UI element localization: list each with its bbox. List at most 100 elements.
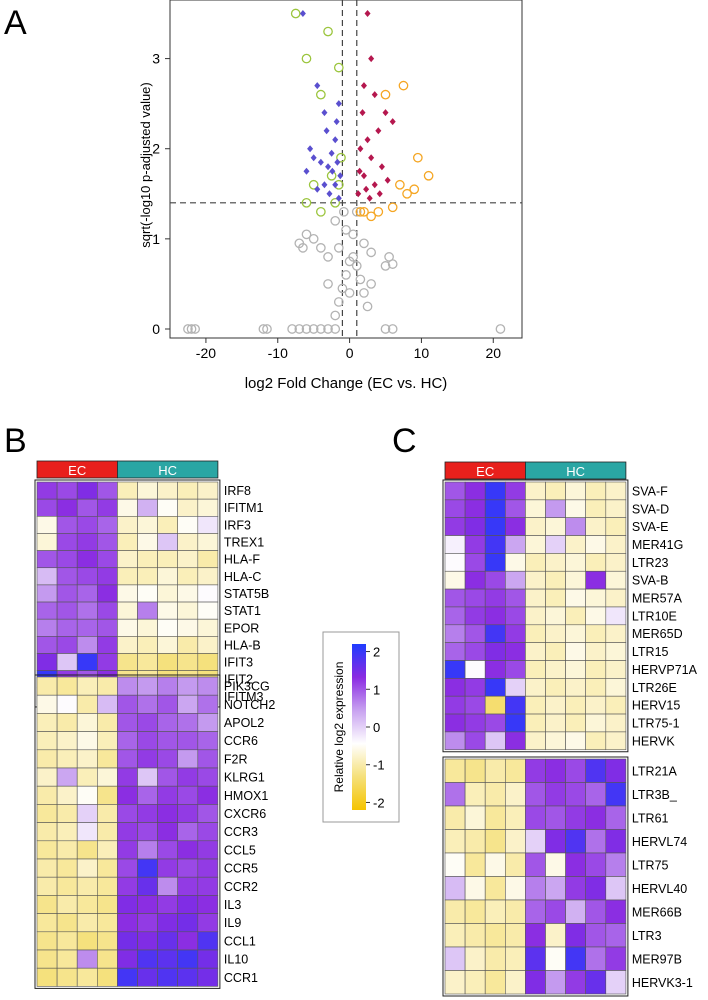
heatmap-cell bbox=[56, 840, 78, 860]
row-label: LTR10E bbox=[632, 609, 677, 623]
volcano-point bbox=[375, 127, 382, 135]
heatmap-cell bbox=[97, 804, 118, 823]
heatmap-cell bbox=[197, 567, 219, 586]
heatmap-cell bbox=[177, 804, 199, 823]
heatmap-cell bbox=[97, 840, 118, 860]
heatmap-cell bbox=[36, 840, 58, 860]
heatmap-cell bbox=[177, 967, 199, 987]
heatmap-cell bbox=[197, 967, 219, 987]
heatmap-cell bbox=[197, 618, 219, 637]
heatmap-cell bbox=[464, 899, 486, 924]
volcano-point bbox=[387, 324, 398, 334]
volcano-point bbox=[323, 279, 333, 289]
volcano-point bbox=[362, 301, 373, 312]
heatmap-cell bbox=[525, 946, 546, 971]
heatmap-cell bbox=[565, 829, 586, 854]
heatmap-cell bbox=[525, 713, 546, 733]
heatmap-cell bbox=[504, 946, 526, 971]
volcano-point bbox=[384, 176, 391, 184]
heatmap-cell bbox=[605, 852, 627, 877]
heatmap-cell bbox=[56, 567, 78, 586]
heatmap-cell bbox=[504, 713, 526, 733]
heatmap-b: EC HC IRF8 IFITM1 IRF3 TREX1 HLA-F HLA-C STAT5B S… bbox=[34, 460, 275, 989]
heatmap-cell bbox=[177, 858, 199, 878]
row-label: HLA-F bbox=[224, 553, 260, 567]
heatmap-cell bbox=[464, 852, 486, 877]
heatmap-cell bbox=[484, 946, 506, 971]
volcano-point bbox=[303, 167, 310, 175]
heatmap-cell bbox=[444, 570, 466, 590]
x-tick-label: 10 bbox=[414, 345, 430, 361]
heatmap-cell bbox=[36, 967, 58, 987]
heatmap-cell bbox=[76, 967, 98, 987]
heatmap-cell bbox=[585, 553, 607, 572]
heatmap-cell bbox=[585, 678, 607, 697]
volcano-point bbox=[351, 206, 362, 217]
heatmap-cell bbox=[177, 550, 199, 569]
heatmap-cell bbox=[444, 499, 466, 519]
heatmap-cell bbox=[605, 624, 627, 643]
volcano-point bbox=[307, 145, 314, 153]
heatmap-cell bbox=[157, 949, 179, 969]
volcano-point bbox=[373, 206, 384, 217]
heatmap-cell bbox=[444, 481, 466, 501]
y-tick-label: 0 bbox=[152, 321, 160, 337]
heatmap-cell bbox=[484, 606, 506, 626]
heatmap-cell bbox=[484, 678, 506, 697]
color-legend-title: Relative log2 expression bbox=[332, 662, 346, 793]
heatmap-cell bbox=[36, 876, 58, 896]
volcano-point bbox=[333, 118, 340, 126]
heatmap-cell bbox=[117, 749, 138, 769]
volcano-point bbox=[363, 185, 370, 193]
heatmap-cell bbox=[36, 913, 58, 933]
heatmap-cell bbox=[97, 533, 118, 551]
volcano-point bbox=[366, 194, 373, 202]
heatmap-cell bbox=[525, 499, 546, 519]
heatmap-cell bbox=[525, 695, 546, 715]
heatmap-cell bbox=[545, 782, 566, 807]
heatmap-cell bbox=[137, 876, 158, 896]
heatmap-cell bbox=[545, 535, 566, 554]
volcano-point bbox=[366, 247, 376, 258]
heatmap-cell bbox=[56, 550, 78, 569]
row-label: IL10 bbox=[224, 953, 248, 967]
row-label: NOTCH2 bbox=[224, 698, 275, 712]
volcano-point bbox=[364, 136, 371, 144]
heatmap-cell bbox=[117, 731, 138, 751]
heatmap-cell bbox=[504, 481, 526, 501]
heatmap-cell bbox=[504, 758, 526, 783]
heatmap-cell bbox=[197, 533, 219, 551]
heatmap-cell bbox=[157, 636, 179, 654]
heatmap-cell bbox=[565, 535, 586, 554]
row-label: IRF8 bbox=[224, 484, 251, 498]
volcano-point bbox=[371, 91, 378, 99]
heatmap-cell bbox=[117, 515, 138, 534]
heatmap-cell bbox=[177, 653, 199, 671]
volcano-point bbox=[316, 324, 326, 334]
volcano-point bbox=[330, 310, 341, 321]
volcano-point bbox=[330, 215, 341, 226]
heatmap-cell bbox=[137, 636, 158, 654]
heatmap-cell bbox=[177, 785, 199, 805]
y-tick-label: 1 bbox=[152, 231, 160, 247]
heatmap-cell bbox=[464, 695, 486, 715]
heatmap-cell bbox=[605, 946, 627, 971]
heatmap-cell bbox=[137, 515, 158, 534]
heatmap-cell bbox=[97, 515, 118, 534]
heatmap-cell bbox=[444, 588, 466, 608]
heatmap-cell bbox=[137, 967, 158, 987]
heatmap-cell bbox=[76, 601, 98, 620]
row-label: EPOR bbox=[224, 621, 259, 635]
heatmap-cell bbox=[36, 822, 58, 842]
heatmap-cell bbox=[444, 517, 466, 536]
volcano-point bbox=[323, 26, 333, 37]
heatmap-cell bbox=[464, 606, 486, 626]
row-label: STAT1 bbox=[224, 604, 261, 618]
heatmap-cell bbox=[504, 570, 526, 590]
heatmap-cell bbox=[484, 923, 506, 948]
heatmap-cell bbox=[605, 660, 627, 679]
row-label: CCL5 bbox=[224, 843, 256, 857]
heatmap-cell bbox=[565, 758, 586, 783]
heatmap-cell bbox=[484, 713, 506, 733]
heatmap-cell bbox=[565, 713, 586, 733]
